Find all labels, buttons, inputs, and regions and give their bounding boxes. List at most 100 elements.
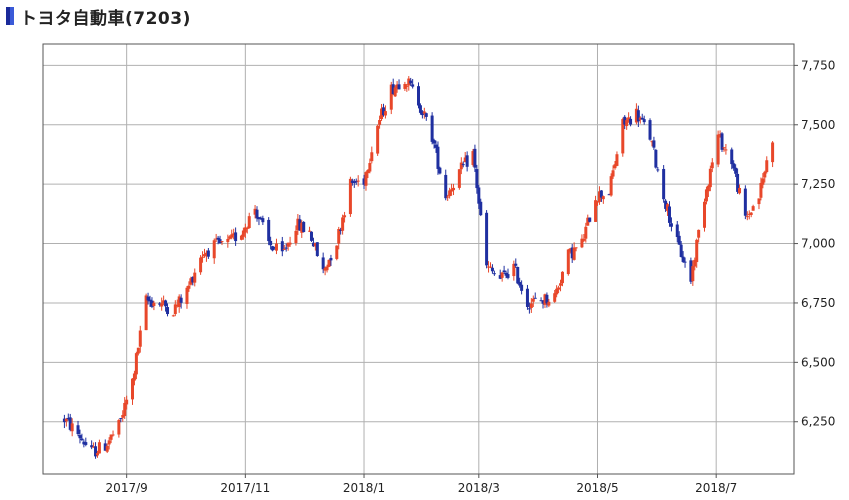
candle-down bbox=[642, 119, 646, 123]
candle-down bbox=[206, 250, 210, 257]
candle-up bbox=[611, 170, 615, 177]
candle-up bbox=[341, 217, 345, 231]
candle-up bbox=[364, 172, 368, 186]
candle-down bbox=[623, 116, 627, 125]
candle-down bbox=[298, 219, 302, 231]
candle-down bbox=[119, 418, 123, 420]
candle-up bbox=[130, 378, 134, 400]
candle-down bbox=[652, 140, 656, 148]
candle-down bbox=[148, 299, 152, 302]
candle-down bbox=[518, 282, 522, 286]
candle-down bbox=[273, 248, 277, 250]
candle-down bbox=[436, 146, 440, 169]
candle-up bbox=[226, 238, 230, 243]
candle-down bbox=[541, 300, 545, 304]
candle-up bbox=[693, 259, 697, 267]
candle-down bbox=[284, 247, 288, 249]
candle-down bbox=[350, 180, 354, 183]
candle-up bbox=[738, 187, 742, 194]
candle-down bbox=[191, 276, 195, 283]
candle-up bbox=[173, 304, 177, 315]
candle-up bbox=[389, 84, 393, 110]
candle-down bbox=[267, 219, 271, 242]
candle-up bbox=[448, 190, 452, 197]
candle-down bbox=[681, 256, 685, 262]
candle-down bbox=[669, 223, 673, 227]
candle-down bbox=[656, 169, 660, 171]
candle-up bbox=[557, 287, 561, 290]
candle-up bbox=[724, 149, 728, 151]
candle-up bbox=[335, 245, 339, 259]
candle-up bbox=[199, 257, 203, 273]
candle-down bbox=[150, 300, 154, 307]
candle-up bbox=[457, 169, 461, 188]
candle-down bbox=[62, 418, 66, 423]
chart-title: トヨタ自動車(7203) bbox=[6, 4, 191, 29]
candle-up bbox=[230, 234, 234, 238]
y-tick-label: 7,750 bbox=[801, 58, 835, 72]
candlestick-series bbox=[62, 76, 775, 459]
candle-down bbox=[354, 180, 358, 183]
candle-up bbox=[703, 201, 707, 228]
candle-up bbox=[586, 217, 590, 226]
candle-down bbox=[720, 133, 724, 150]
candle-up bbox=[376, 125, 380, 154]
candle-down bbox=[527, 308, 531, 310]
candle-up bbox=[716, 134, 720, 165]
candle-up bbox=[152, 302, 156, 307]
candle-up bbox=[239, 235, 243, 240]
candle-down bbox=[432, 140, 436, 144]
candle-up bbox=[243, 227, 247, 233]
candle-up bbox=[749, 212, 753, 215]
candle-up bbox=[204, 252, 208, 257]
candle-up bbox=[582, 239, 586, 241]
candle-down bbox=[94, 446, 98, 457]
candle-down bbox=[533, 297, 537, 299]
candle-up bbox=[228, 236, 232, 239]
x-tick-label: 2017/11 bbox=[220, 481, 270, 495]
candle-up bbox=[747, 213, 751, 215]
candle-up bbox=[407, 78, 411, 86]
candle-down bbox=[444, 174, 448, 199]
candle-up bbox=[446, 196, 450, 198]
candle-up bbox=[193, 272, 197, 283]
candle-up bbox=[111, 434, 115, 436]
candle-up bbox=[380, 108, 384, 120]
candle-down bbox=[411, 84, 415, 87]
candle-down bbox=[280, 241, 284, 252]
candle-down bbox=[485, 212, 489, 266]
candle-down bbox=[502, 270, 506, 273]
candle-up bbox=[134, 353, 138, 375]
candle-up bbox=[595, 201, 599, 203]
candle-down bbox=[734, 167, 738, 174]
candle-down bbox=[158, 303, 162, 305]
candle-down bbox=[339, 229, 343, 231]
x-tick-label: 2018/7 bbox=[695, 481, 737, 495]
candle-up bbox=[343, 215, 347, 218]
candle-up bbox=[403, 84, 407, 89]
candle-down bbox=[269, 240, 273, 246]
candle-down bbox=[438, 167, 442, 174]
candle-up bbox=[584, 226, 588, 239]
candle-down bbox=[311, 242, 315, 247]
candle-down bbox=[321, 257, 325, 270]
candle-down bbox=[234, 232, 238, 242]
candle-down bbox=[743, 188, 747, 216]
candle-up bbox=[337, 229, 341, 244]
candle-down bbox=[607, 194, 611, 196]
candle-up bbox=[710, 162, 714, 169]
candle-up bbox=[488, 266, 492, 268]
candle-down bbox=[261, 218, 265, 223]
candle-down bbox=[391, 84, 395, 94]
candle-up bbox=[220, 241, 224, 243]
candle-down bbox=[80, 438, 84, 441]
candle-up bbox=[107, 440, 111, 445]
candle-up bbox=[171, 315, 175, 317]
candle-up bbox=[765, 160, 769, 173]
candle-up bbox=[327, 259, 331, 267]
candle-down bbox=[309, 231, 313, 241]
candle-down bbox=[570, 247, 574, 259]
candle-up bbox=[288, 242, 292, 245]
candle-up bbox=[615, 154, 619, 166]
